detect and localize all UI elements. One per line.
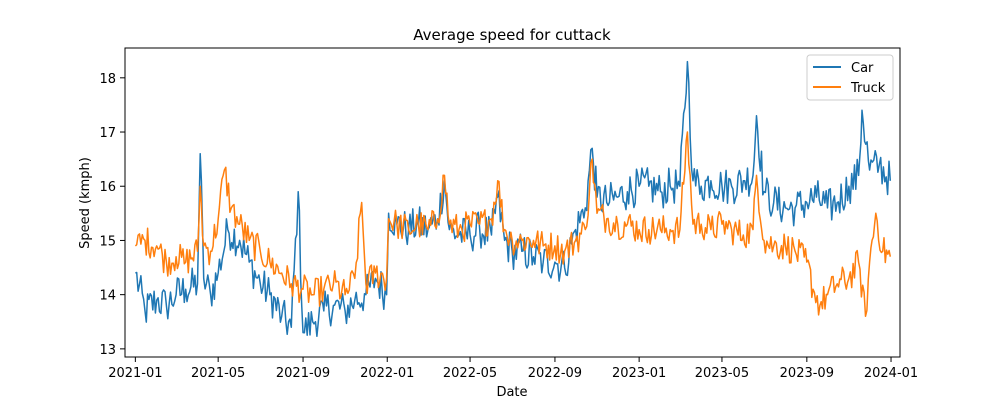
x-tick-label: 2023-01 (612, 366, 666, 381)
x-tick-label: 2021-09 (276, 366, 330, 381)
y-tick-label: 17 (99, 126, 116, 141)
y-tick-label: 15 (99, 234, 116, 249)
x-axis-label: Date (496, 385, 527, 400)
legend-label-truck: Truck (850, 81, 886, 96)
x-tick-label: 2022-05 (443, 366, 497, 381)
y-tick-label: 13 (99, 343, 116, 358)
y-axis: 13 14 15 16 17 18 (99, 72, 125, 358)
x-axis: 2021-01 2021-05 2021-09 2022-01 2022-05 2022-… (108, 357, 918, 381)
x-tick-label: 2022-01 (360, 366, 414, 381)
plot-area (124, 47, 901, 358)
chart-title: Average speed for cuttack (413, 26, 611, 44)
x-tick-label: 2021-01 (108, 366, 162, 381)
x-tick-label: 2022-09 (528, 366, 582, 381)
y-tick-label: 14 (99, 289, 116, 304)
y-axis-label: Speed (kmph) (78, 157, 93, 249)
legend-label-car: Car (851, 61, 874, 76)
x-tick-label: 2023-05 (695, 366, 749, 381)
x-tick-label: 2024-01 (864, 366, 918, 381)
y-tick-label: 18 (99, 72, 116, 87)
y-tick-label: 16 (99, 180, 116, 195)
series-line-truck (134, 131, 892, 318)
x-tick-label: 2023-09 (780, 366, 834, 381)
series-line-car (135, 60, 892, 338)
series-layer (134, 60, 892, 338)
axes-frame (124, 47, 901, 358)
legend: Car Truck (806, 54, 894, 101)
x-tick-label: 2021-05 (191, 366, 245, 381)
